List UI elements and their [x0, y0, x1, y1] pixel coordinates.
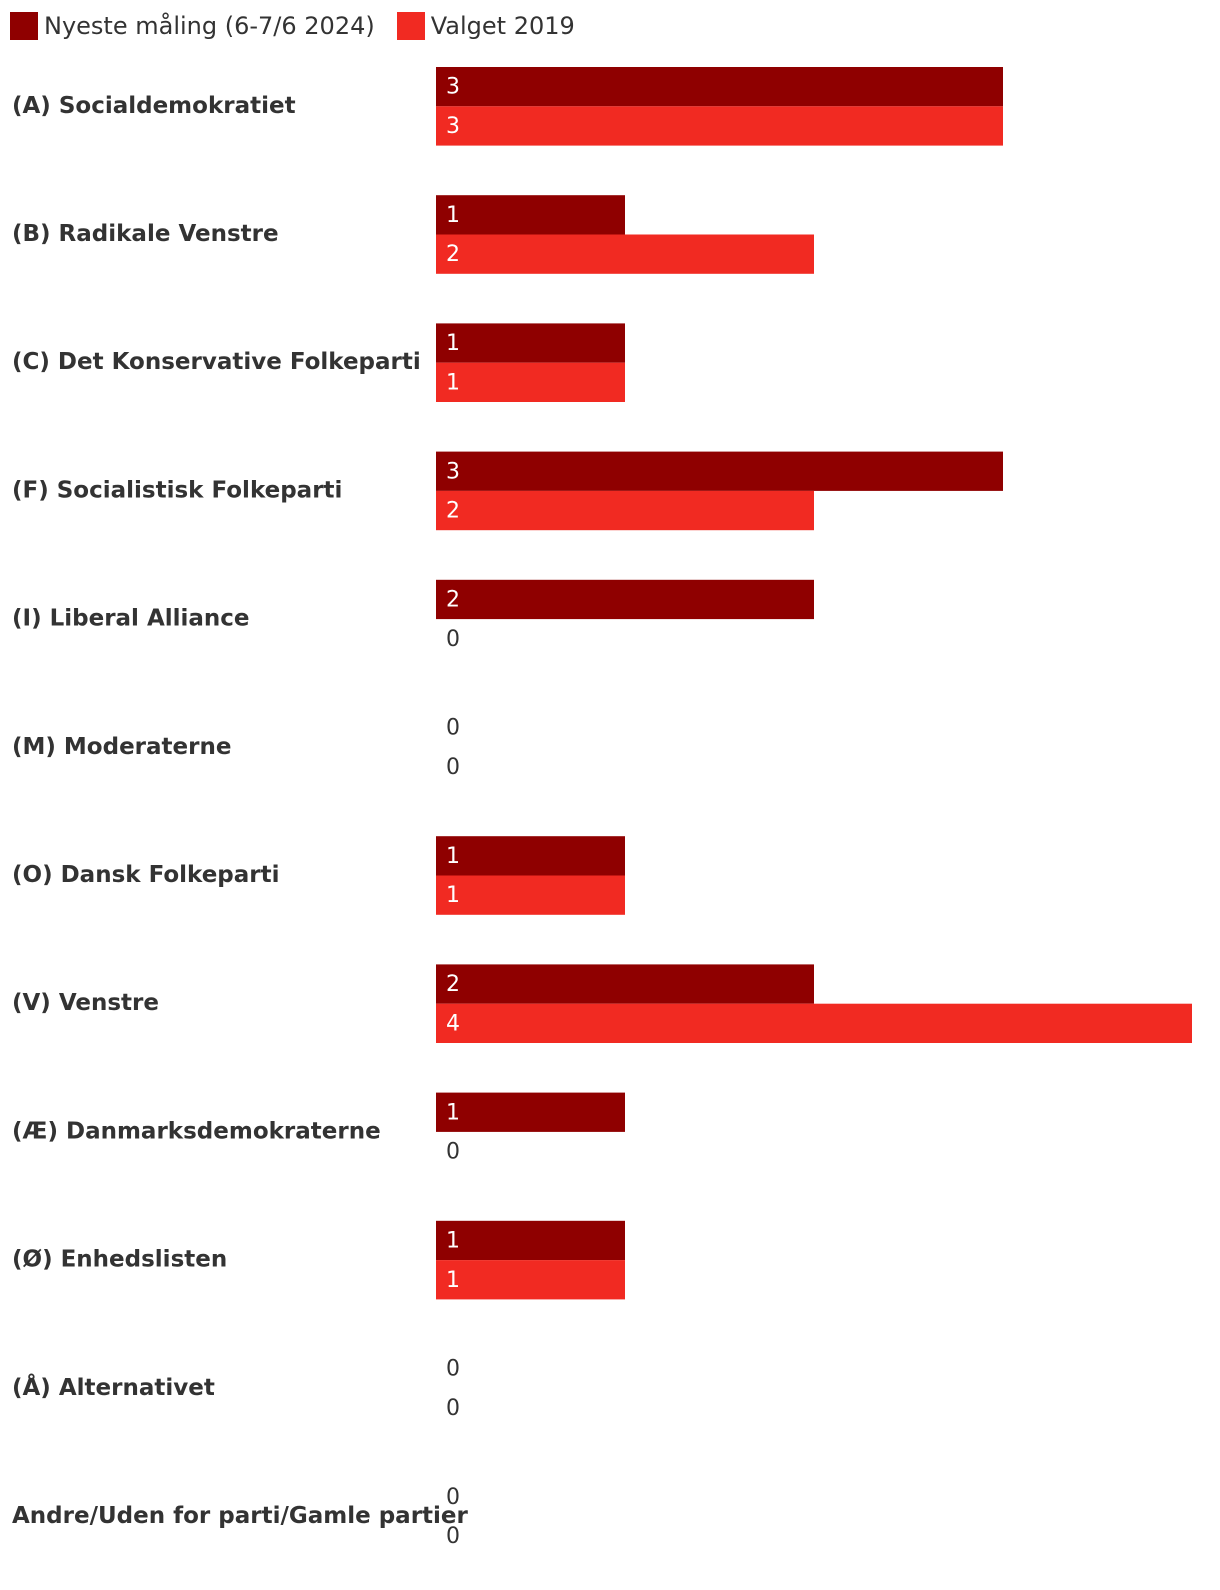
- category-label: (A) Socialdemokratiet: [12, 93, 296, 119]
- legend-label-latest-poll: Nyeste måling (6-7/6 2024): [44, 12, 375, 40]
- value-label-election-2019-cat-8: 0: [446, 1140, 460, 1165]
- legend-item-election-2019: Valget 2019: [396, 12, 575, 40]
- value-label-latest-poll-cat-7: 2: [446, 972, 460, 997]
- value-label-latest-poll-cat-9: 1: [446, 1228, 460, 1253]
- bar-election-2019-cat-1: [436, 234, 814, 274]
- value-label-election-2019-cat-1: 2: [446, 242, 460, 267]
- bar-election-2019-cat-6: [436, 875, 625, 915]
- value-label-election-2019-cat-5: 0: [446, 755, 460, 780]
- category-label: (C) Det Konservative Folkeparti: [12, 349, 421, 375]
- value-label-latest-poll-cat-2: 1: [446, 331, 460, 356]
- bar-election-2019-cat-2: [436, 362, 625, 402]
- bar-election-2019-cat-7: [436, 1003, 1192, 1043]
- value-label-latest-poll-cat-11: 0: [446, 1485, 460, 1510]
- legend-swatch-election-2019: [396, 12, 425, 40]
- category-label: (Ø) Enhedslisten: [12, 1247, 227, 1273]
- category-label: (F) Socialistisk Folkeparti: [12, 477, 342, 503]
- bar-latest-poll-cat-9: [436, 1220, 625, 1261]
- bar-latest-poll-cat-4: [436, 579, 814, 620]
- legend-label-election-2019: Valget 2019: [430, 12, 575, 40]
- bar-latest-poll-cat-3: [436, 451, 1003, 491]
- legend-swatch-latest-poll: [10, 12, 38, 40]
- value-label-latest-poll-cat-10: 0: [446, 1357, 460, 1382]
- legend-item-latest-poll: Nyeste måling (6-7/6 2024): [10, 12, 375, 40]
- category-label: Andre/Uden for parti/Gamle partier: [12, 1503, 469, 1529]
- value-label-latest-poll-cat-0: 3: [446, 75, 460, 100]
- value-label-election-2019-cat-7: 4: [446, 1011, 460, 1036]
- value-label-election-2019-cat-3: 2: [446, 499, 460, 524]
- bar-latest-poll-cat-6: [436, 836, 625, 876]
- category-label: (O) Dansk Folkeparti: [12, 862, 280, 888]
- bar-election-2019-cat-9: [436, 1260, 625, 1300]
- value-label-election-2019-cat-10: 0: [446, 1396, 460, 1421]
- bar-latest-poll-cat-2: [436, 323, 625, 363]
- category-label: (V) Venstre: [12, 990, 159, 1016]
- category-label: (Å) Alternativet: [12, 1373, 215, 1401]
- bar-election-2019-cat-3: [436, 490, 814, 531]
- value-label-latest-poll-cat-4: 2: [446, 587, 460, 612]
- value-label-election-2019-cat-2: 1: [446, 370, 460, 395]
- category-label: (B) Radikale Venstre: [12, 221, 279, 247]
- value-label-latest-poll-cat-1: 1: [446, 203, 460, 228]
- value-label-election-2019-cat-6: 1: [446, 883, 460, 908]
- value-label-latest-poll-cat-6: 1: [446, 844, 460, 869]
- value-label-election-2019-cat-0: 3: [446, 114, 460, 139]
- legend: Nyeste måling (6-7/6 2024) Valget 2019: [10, 10, 597, 42]
- value-label-latest-poll-cat-8: 1: [446, 1100, 460, 1125]
- value-label-election-2019-cat-9: 1: [446, 1268, 460, 1293]
- bar-latest-poll-cat-1: [436, 195, 625, 235]
- value-label-latest-poll-cat-5: 0: [446, 716, 460, 741]
- value-label-election-2019-cat-4: 0: [446, 627, 460, 652]
- bar-latest-poll-cat-8: [436, 1092, 625, 1132]
- bar-latest-poll-cat-0: [436, 67, 1003, 107]
- value-label-latest-poll-cat-3: 3: [446, 459, 460, 484]
- category-label: (I) Liberal Alliance: [12, 606, 250, 632]
- value-label-election-2019-cat-11: 0: [446, 1524, 460, 1549]
- category-label: (M) Moderaterne: [12, 734, 231, 760]
- category-label: (Æ) Danmarksdemokraterne: [12, 1118, 381, 1144]
- bar-election-2019-cat-0: [436, 106, 1003, 146]
- bar-latest-poll-cat-7: [436, 964, 814, 1004]
